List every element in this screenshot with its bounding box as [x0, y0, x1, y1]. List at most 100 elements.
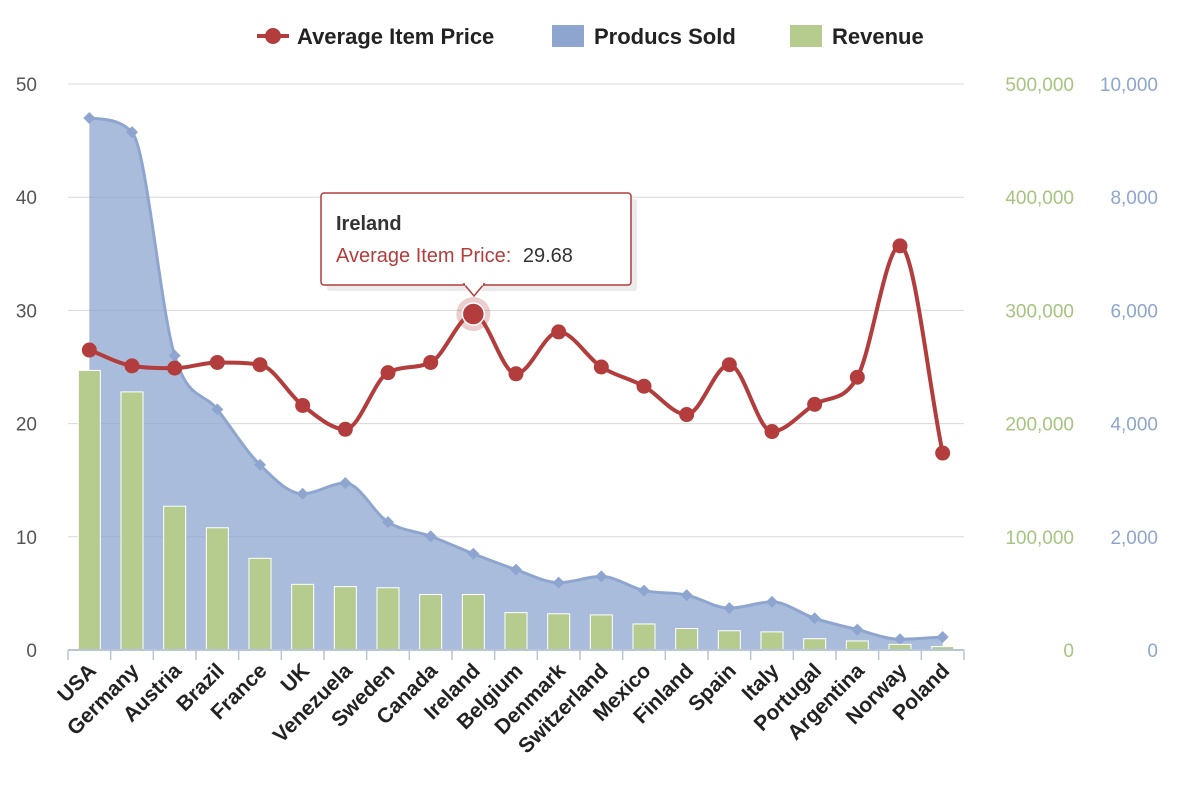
- products-sold-point-canada[interactable]: [424, 530, 437, 543]
- revenue-bar-switzerland[interactable]: [589, 614, 613, 651]
- products-sold-point-spain[interactable]: [723, 602, 736, 615]
- avg-price-point-usa[interactable]: [81, 342, 97, 358]
- y-revenue-tick-label: 200,000: [1005, 415, 1074, 436]
- revenue-bar-denmark[interactable]: [547, 613, 571, 651]
- avg-price-point-germany[interactable]: [124, 358, 140, 374]
- avg-price-line-path: [88, 243, 945, 454]
- y-products-tick-label: 10,000: [1100, 75, 1158, 96]
- y-products-tick-label: 2,000: [1110, 528, 1158, 549]
- revenue-bars: [77, 369, 955, 651]
- products-sold-point-argentina[interactable]: [851, 623, 864, 636]
- products-sold-point-denmark[interactable]: [552, 576, 565, 589]
- avg-price-point-brazil[interactable]: [209, 354, 225, 370]
- y-revenue-tick-label: 500,000: [1005, 75, 1074, 96]
- y-products-tick-label: 0: [1147, 641, 1158, 662]
- revenue-bar-italy[interactable]: [760, 631, 784, 651]
- legend[interactable]: Average Item Price Producs Sold Revenue: [257, 24, 924, 49]
- avg-price-point-belgium[interactable]: [508, 366, 524, 382]
- avg-price-point-france[interactable]: [252, 357, 268, 373]
- y-revenue-tick-label: 100,000: [1005, 528, 1074, 549]
- y-left-tick-label: 20: [16, 415, 37, 436]
- revenue-bar-mexico[interactable]: [632, 623, 656, 651]
- avg-price-point-italy[interactable]: [764, 424, 780, 440]
- legend-item-revenue[interactable]: Revenue: [790, 24, 924, 49]
- avg-price-point-finland[interactable]: [679, 407, 695, 423]
- avg-price-point-sweden[interactable]: [380, 365, 396, 381]
- revenue-bar-brazil[interactable]: [205, 527, 229, 651]
- revenue-bar-austria[interactable]: [163, 505, 187, 651]
- avg-price-point-norway[interactable]: [892, 238, 908, 254]
- avg-price-point-denmark[interactable]: [551, 324, 567, 340]
- avg-price-point-austria[interactable]: [167, 360, 183, 376]
- y-products-tick-label: 6,000: [1110, 301, 1158, 322]
- avg-price-point-mexico[interactable]: [636, 378, 652, 394]
- legend-label-revenue: Revenue: [832, 24, 924, 49]
- products-sold-point-ireland[interactable]: [467, 547, 480, 560]
- avg-price-point-switzerland[interactable]: [593, 359, 609, 375]
- products-sold-point-germany[interactable]: [126, 126, 138, 139]
- products-sold-point-belgium[interactable]: [510, 563, 522, 576]
- revenue-bar-venezuela[interactable]: [333, 586, 357, 651]
- revenue-bar-sweden[interactable]: [376, 587, 400, 651]
- legend-item-products-sold[interactable]: Producs Sold: [552, 24, 736, 49]
- revenue-bar-france[interactable]: [248, 557, 272, 651]
- avg-price-point-spain[interactable]: [721, 357, 737, 373]
- y-left-tick-label: 50: [16, 75, 37, 96]
- products-sold-point-usa[interactable]: [83, 111, 96, 124]
- products-sold-point-sweden[interactable]: [382, 516, 394, 529]
- tooltip: Ireland Average Item Price: 29.68: [320, 192, 637, 298]
- avg-price-line: [81, 238, 951, 461]
- legend-item-avg-price[interactable]: Average Item Price: [257, 24, 494, 49]
- products-sold-point-finland[interactable]: [680, 589, 693, 602]
- products-sold-area: [83, 111, 949, 650]
- legend-label-avg-price: Average Item Price: [297, 24, 494, 49]
- revenue-bar-belgium[interactable]: [504, 612, 528, 651]
- revenue-bar-finland[interactable]: [675, 627, 699, 651]
- y-axes: 0 0 0 10 100,000 2,000 20 200,000 4,000 30 300,000…: [16, 75, 1158, 662]
- y-left-tick-label: 0: [26, 641, 37, 662]
- y-left-tick-label: 30: [16, 301, 37, 322]
- y-products-tick-label: 4,000: [1110, 415, 1158, 436]
- x-tick-label-spain: Spain: [684, 659, 741, 716]
- revenue-bar-spain[interactable]: [717, 630, 741, 651]
- products-sold-line: [89, 116, 943, 641]
- legend-label-products-sold: Producs Sold: [594, 24, 736, 49]
- tooltip-value: 29.68: [523, 245, 573, 267]
- products-sold-point-brazil[interactable]: [211, 403, 224, 416]
- products-sold-point-france[interactable]: [254, 458, 266, 471]
- y-left-tick-label: 10: [16, 528, 37, 549]
- y-revenue-tick-label: 400,000: [1005, 188, 1074, 209]
- revenue-bar-canada[interactable]: [419, 594, 443, 651]
- products-sold-point-uk[interactable]: [296, 487, 309, 500]
- revenue-bar-argentina[interactable]: [845, 640, 869, 651]
- y-revenue-tick-label: 0: [1063, 641, 1074, 662]
- products-sold-point-italy[interactable]: [766, 595, 778, 608]
- avg-price-point-argentina[interactable]: [849, 369, 865, 385]
- avg-price-point-portugal[interactable]: [807, 396, 823, 412]
- y-revenue-tick-label: 300,000: [1005, 301, 1074, 322]
- products-sold-point-portugal[interactable]: [808, 612, 821, 625]
- revenue-bar-usa[interactable]: [77, 369, 101, 651]
- products-sold-point-austria[interactable]: [168, 349, 181, 362]
- revenue-bar-germany[interactable]: [120, 391, 144, 651]
- avg-price-point-poland[interactable]: [935, 445, 951, 461]
- products-sold-point-norway[interactable]: [894, 633, 906, 646]
- products-sold-point-poland[interactable]: [936, 630, 949, 643]
- revenue-bar-uk[interactable]: [291, 583, 315, 651]
- avg-price-point-venezuela[interactable]: [337, 421, 353, 437]
- avg-price-point-canada[interactable]: [423, 354, 439, 370]
- revenue-bar-ireland[interactable]: [461, 594, 485, 651]
- revenue-bar-portugal[interactable]: [803, 638, 827, 651]
- products-sold-point-venezuela[interactable]: [339, 477, 352, 490]
- y-left-tick-label: 40: [16, 188, 37, 209]
- products-sold-point-mexico[interactable]: [638, 584, 650, 597]
- avg-price-point-ireland[interactable]: [461, 302, 486, 326]
- y-products-tick-label: 8,000: [1110, 188, 1158, 209]
- tooltip-title: Ireland: [336, 213, 402, 235]
- avg-price-point-uk[interactable]: [295, 397, 311, 413]
- tooltip-series-label: Average Item Price:: [336, 245, 511, 267]
- tooltip-body: Average Item Price: 29.68: [336, 245, 573, 267]
- products-sold-point-switzerland[interactable]: [595, 570, 608, 583]
